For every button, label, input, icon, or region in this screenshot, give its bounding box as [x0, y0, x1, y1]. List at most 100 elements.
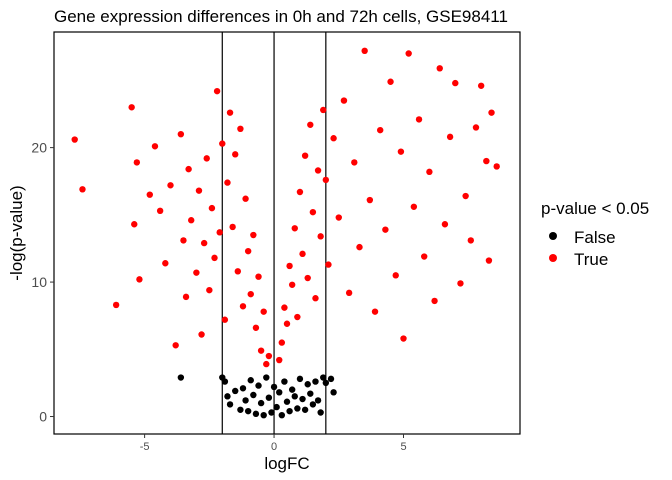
point-true-62 — [314, 167, 322, 174]
point-true-5 — [133, 159, 141, 166]
point-false-10 — [247, 377, 254, 384]
point-false-29 — [296, 375, 304, 383]
point-true-53 — [291, 225, 298, 232]
y-tick-label-1: 10 — [31, 274, 47, 290]
point-true-24 — [208, 204, 216, 212]
point-true-88 — [436, 65, 443, 72]
legend: p-value < 0.05 False True — [541, 199, 649, 269]
y-axis-ticks: 0 10 20 — [31, 140, 54, 425]
point-false-20 — [273, 403, 280, 411]
point-true-80 — [397, 148, 405, 155]
point-true-81 — [400, 335, 407, 342]
data-points — [71, 47, 500, 419]
point-true-9 — [156, 207, 164, 215]
point-true-89 — [441, 221, 449, 228]
point-true-40 — [250, 231, 257, 239]
point-false-5 — [232, 387, 239, 395]
point-true-19 — [195, 187, 203, 194]
point-true-51 — [286, 262, 293, 270]
point-false-21 — [276, 389, 283, 396]
y-axis-label: -log(p-value) — [7, 185, 26, 280]
point-true-79 — [392, 272, 399, 279]
point-true-10 — [162, 260, 169, 267]
point-false-8 — [242, 397, 249, 404]
point-true-94 — [467, 237, 475, 244]
point-true-95 — [472, 124, 480, 131]
point-true-78 — [387, 78, 394, 85]
point-false-34 — [309, 401, 317, 408]
point-true-30 — [224, 179, 231, 186]
point-true-74 — [366, 196, 374, 204]
point-true-34 — [234, 268, 242, 275]
point-true-0 — [71, 136, 78, 143]
point-false-14 — [257, 399, 265, 407]
x-tick-label-1: 0 — [271, 441, 277, 453]
point-false-25 — [286, 407, 293, 415]
point-false-30 — [299, 395, 306, 403]
point-true-73 — [361, 47, 368, 55]
point-true-82 — [405, 50, 412, 57]
point-true-75 — [371, 308, 379, 315]
point-false-13 — [255, 382, 262, 389]
x-axis-label: logFC — [264, 454, 309, 473]
point-false-28 — [294, 405, 301, 412]
point-false-35 — [312, 378, 319, 385]
point-true-59 — [307, 121, 314, 128]
y-tick-label-2: 20 — [31, 140, 47, 156]
point-true-14 — [180, 237, 187, 244]
point-false-9 — [244, 407, 252, 415]
point-true-7 — [146, 191, 153, 198]
point-true-98 — [485, 257, 493, 264]
point-true-96 — [477, 82, 485, 89]
legend-key-false — [549, 232, 557, 240]
point-true-67 — [330, 135, 337, 142]
point-false-26 — [288, 386, 296, 393]
point-true-38 — [244, 247, 252, 255]
point-false-12 — [252, 410, 260, 418]
point-false-39 — [322, 379, 330, 387]
point-false-22 — [278, 411, 286, 419]
point-true-47 — [276, 356, 283, 364]
point-true-50 — [283, 320, 291, 327]
point-true-16 — [185, 165, 192, 173]
point-true-87 — [431, 297, 438, 305]
point-false-36 — [314, 397, 322, 404]
point-true-97 — [483, 157, 490, 165]
point-true-100 — [493, 163, 500, 170]
point-true-29 — [221, 316, 229, 323]
point-true-90 — [446, 133, 454, 141]
point-true-72 — [356, 243, 363, 251]
point-false-16 — [263, 374, 270, 381]
point-true-64 — [320, 106, 327, 114]
point-true-57 — [301, 152, 309, 159]
legend-key-true — [549, 254, 557, 262]
point-true-63 — [317, 233, 324, 240]
chart-title: Gene expression differences in 0h and 72… — [54, 7, 508, 26]
legend-label-false: False — [574, 228, 616, 247]
point-true-77 — [382, 226, 389, 233]
point-false-37 — [317, 409, 324, 416]
point-false-7 — [239, 385, 247, 392]
point-true-18 — [193, 269, 200, 276]
point-true-45 — [263, 360, 270, 368]
point-false-4 — [226, 401, 234, 408]
point-true-56 — [299, 250, 306, 258]
plot-border — [53, 31, 521, 435]
point-false-32 — [304, 381, 311, 388]
point-true-33 — [232, 151, 239, 158]
point-true-86 — [426, 168, 433, 176]
point-true-41 — [252, 324, 260, 331]
point-false-33 — [307, 390, 314, 397]
point-true-49 — [281, 304, 288, 311]
point-true-27 — [216, 229, 223, 236]
point-true-11 — [167, 182, 174, 189]
point-true-37 — [242, 195, 249, 202]
point-true-23 — [206, 286, 213, 294]
point-true-22 — [203, 155, 210, 162]
legend-title: p-value < 0.05 — [541, 199, 649, 218]
point-false-17 — [265, 394, 273, 401]
point-true-42 — [255, 273, 262, 280]
point-true-61 — [312, 295, 319, 302]
point-true-44 — [260, 308, 267, 315]
point-true-70 — [345, 289, 353, 297]
